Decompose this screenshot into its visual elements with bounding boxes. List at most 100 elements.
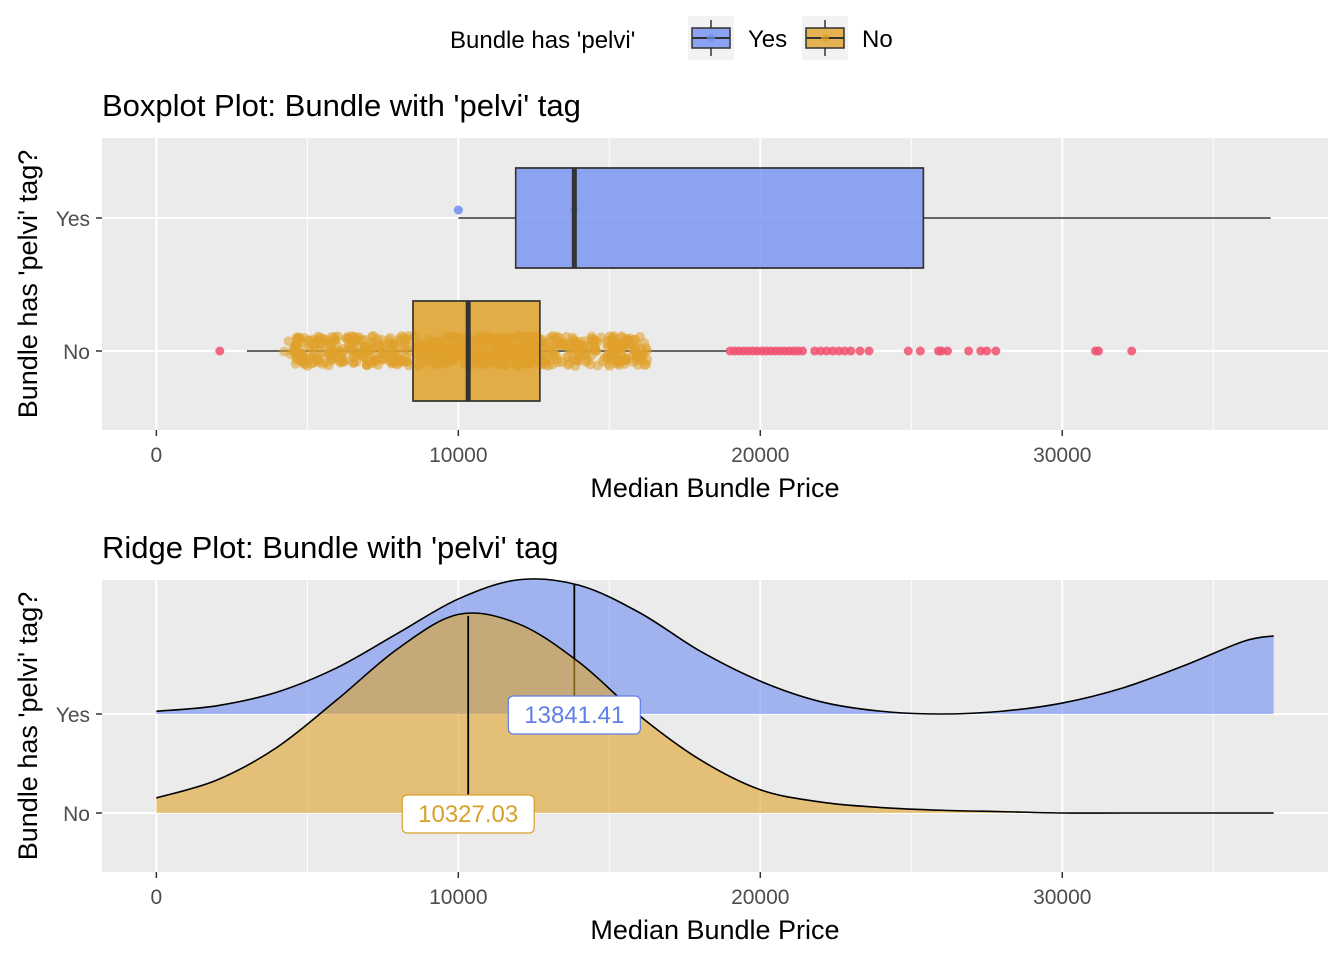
outlier-point-no bbox=[991, 346, 1001, 356]
jitter-point-no bbox=[560, 339, 571, 350]
jitter-point-no bbox=[548, 350, 559, 361]
ridge-title: Ridge Plot: Bundle with 'pelvi' tag bbox=[102, 530, 558, 565]
outlier-point-no bbox=[903, 346, 913, 356]
outlier-point-no bbox=[855, 346, 865, 356]
jitter-point-no bbox=[531, 346, 542, 357]
outlier-point-no bbox=[846, 346, 856, 356]
jitter-point-no bbox=[521, 341, 532, 352]
jitter-point-no bbox=[329, 331, 340, 342]
ridge-axes: 0 10000 20000 30000 Yes No bbox=[56, 704, 1092, 909]
jitter-point-no bbox=[481, 357, 492, 368]
outlier-point-no bbox=[798, 346, 808, 356]
jitter-point-no bbox=[506, 332, 517, 343]
box-outline-yes bbox=[514, 167, 925, 269]
jitter-point-no bbox=[370, 355, 381, 366]
jitter-point-no bbox=[422, 345, 433, 356]
legend-title: Bundle has 'pelvi' bbox=[450, 27, 635, 54]
jitter-point-no bbox=[547, 331, 558, 342]
boxplot-title: Boxplot Plot: Bundle with 'pelvi' tag bbox=[102, 88, 581, 123]
outlier-point-no bbox=[943, 346, 953, 356]
boxplot-y-tick-label: No bbox=[63, 341, 90, 364]
jitter-point-no bbox=[539, 343, 550, 354]
jitter-point-no bbox=[529, 338, 540, 349]
box-outline-no bbox=[412, 300, 541, 402]
jitter-point-no bbox=[514, 335, 525, 346]
boxplot-y-axis-title: Bundle has 'pelvi' tag? bbox=[13, 150, 43, 419]
jitter-point-no bbox=[449, 331, 460, 342]
jitter-point-no bbox=[401, 356, 412, 367]
ridge-y-tick-label: Yes bbox=[56, 704, 90, 727]
jitter-point-no bbox=[294, 332, 305, 343]
outlier-point-no bbox=[964, 346, 974, 356]
jitter-point-no bbox=[413, 359, 424, 370]
boxplot-x-tick-label: 20000 bbox=[731, 444, 789, 467]
jitter-point-no bbox=[291, 345, 302, 356]
jitter-point-no bbox=[349, 345, 360, 356]
ridge-panel: 13841.41 10327.03 0 10000 20000 30000 Yes No bbox=[56, 578, 1328, 909]
outlier-point-yes bbox=[453, 205, 463, 215]
jitter-point-no bbox=[412, 349, 423, 360]
jitter-point-no bbox=[453, 341, 464, 352]
legend: Bundle has 'pelvi' Yes No bbox=[450, 16, 893, 60]
jitter-point-no bbox=[552, 339, 563, 350]
jitter-point-no bbox=[488, 357, 499, 368]
median-label-text-no: 10327.03 bbox=[418, 801, 518, 828]
jitter-point-no bbox=[421, 356, 432, 367]
outlier-point-no bbox=[1127, 346, 1137, 356]
jitter-point-no bbox=[607, 346, 618, 357]
jitter-point-no bbox=[639, 337, 650, 348]
boxplot-marks bbox=[215, 167, 1271, 402]
jitter-point-no bbox=[308, 346, 319, 357]
jitter-point-no bbox=[307, 358, 318, 369]
jitter-point-no bbox=[512, 344, 523, 355]
outlier-point-no bbox=[1094, 346, 1104, 356]
ridge-x-tick-label: 30000 bbox=[1033, 886, 1091, 909]
boxplot-x-tick-label: 0 bbox=[151, 444, 163, 467]
jitter-point-no bbox=[283, 336, 294, 347]
boxplot-axes: 0 10000 20000 30000 Yes No bbox=[56, 208, 1092, 467]
jitter-point-no bbox=[377, 343, 388, 354]
jitter-point-no bbox=[503, 344, 514, 355]
ridge-area-no bbox=[156, 612, 1274, 814]
jitter-point-no bbox=[590, 343, 601, 354]
ridge-x-tick-label: 10000 bbox=[429, 886, 487, 909]
boxplot-y-tick-label: Yes bbox=[56, 208, 90, 231]
jitter-point-no bbox=[569, 336, 580, 347]
outlier-point-no bbox=[982, 346, 992, 356]
boxplot-x-tick-label: 30000 bbox=[1033, 444, 1091, 467]
ridge-line-no bbox=[156, 612, 1274, 814]
jitter-point-no bbox=[369, 343, 380, 354]
legend-label-no: No bbox=[862, 26, 893, 53]
median-label-text-yes: 13841.41 bbox=[524, 702, 624, 729]
jitter-point-no bbox=[351, 356, 362, 367]
jitter-point-no bbox=[432, 344, 443, 355]
jitter-point-no bbox=[581, 349, 592, 360]
boxplot-panel: 0 10000 20000 30000 Yes No bbox=[56, 138, 1328, 467]
jitter-point-no bbox=[603, 358, 614, 369]
jitter-point-no bbox=[336, 347, 347, 358]
ridge-marks: 13841.41 10327.03 bbox=[156, 578, 1274, 834]
jitter-point-no bbox=[592, 360, 603, 371]
jitter-point-no bbox=[440, 348, 451, 359]
ridge-panel-background bbox=[102, 580, 1328, 872]
ridge-y-axis-title: Bundle has 'pelvi' tag? bbox=[13, 592, 43, 861]
jitter-point-no bbox=[573, 356, 584, 367]
jitter-point-no bbox=[511, 353, 522, 364]
jitter-point-no bbox=[540, 359, 551, 370]
ridge-x-tick-label: 20000 bbox=[731, 886, 789, 909]
legend-key-no bbox=[802, 16, 848, 60]
ridge-x-axis-title: Median Bundle Price bbox=[590, 915, 839, 945]
ridge-line-yes bbox=[156, 578, 1274, 715]
jitter-point-no bbox=[308, 334, 319, 345]
jitter-point-no bbox=[585, 359, 596, 370]
jitter-point-no bbox=[608, 331, 619, 342]
ridge-y-tick-label: No bbox=[63, 803, 90, 826]
jitter-point-no bbox=[404, 346, 415, 357]
median-label-no: 10327.03 bbox=[401, 794, 535, 834]
median-label-box-no bbox=[401, 794, 535, 834]
jitter-point-no bbox=[338, 356, 349, 367]
ridge-x-tick-label: 0 bbox=[151, 886, 163, 909]
outlier-point-no bbox=[215, 346, 225, 356]
jitter-point-no bbox=[499, 359, 510, 370]
